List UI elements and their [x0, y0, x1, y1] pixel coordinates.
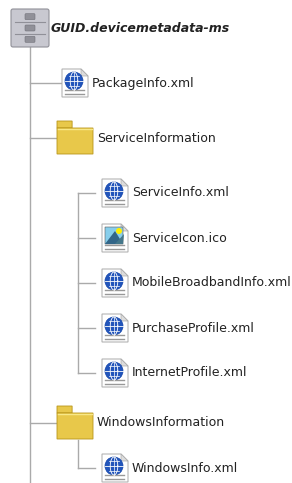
Polygon shape: [102, 314, 128, 342]
Circle shape: [105, 317, 123, 335]
Circle shape: [65, 72, 83, 90]
Text: PurchaseProfile.xml: PurchaseProfile.xml: [132, 322, 255, 335]
Polygon shape: [102, 454, 128, 482]
Text: WindowsInfo.xml: WindowsInfo.xml: [132, 461, 238, 474]
Text: MobileBroadbandInfo.xml: MobileBroadbandInfo.xml: [132, 276, 292, 289]
Text: ServiceInformation: ServiceInformation: [97, 131, 216, 144]
Circle shape: [116, 228, 122, 234]
Text: GUID.devicemetadata-ms: GUID.devicemetadata-ms: [51, 22, 230, 34]
FancyBboxPatch shape: [105, 227, 123, 244]
Text: ServiceInfo.xml: ServiceInfo.xml: [132, 186, 229, 199]
Circle shape: [105, 457, 123, 475]
FancyBboxPatch shape: [11, 9, 49, 47]
FancyBboxPatch shape: [57, 121, 72, 128]
Polygon shape: [81, 69, 88, 76]
Polygon shape: [121, 224, 128, 231]
Circle shape: [105, 182, 123, 200]
Text: WindowsInformation: WindowsInformation: [97, 416, 225, 429]
Text: PackageInfo.xml: PackageInfo.xml: [92, 76, 195, 89]
Polygon shape: [121, 269, 128, 276]
Text: InternetProfile.xml: InternetProfile.xml: [132, 367, 248, 380]
Polygon shape: [105, 231, 123, 244]
FancyBboxPatch shape: [57, 128, 93, 154]
Polygon shape: [121, 454, 128, 461]
FancyBboxPatch shape: [25, 25, 35, 31]
Circle shape: [105, 272, 123, 290]
Text: ServiceIcon.ico: ServiceIcon.ico: [132, 231, 227, 244]
Polygon shape: [121, 314, 128, 321]
Polygon shape: [102, 224, 128, 252]
FancyBboxPatch shape: [25, 14, 35, 20]
Polygon shape: [121, 359, 128, 366]
Polygon shape: [102, 359, 128, 387]
Polygon shape: [115, 234, 124, 244]
FancyBboxPatch shape: [57, 413, 93, 439]
FancyBboxPatch shape: [57, 406, 72, 413]
Polygon shape: [62, 69, 88, 97]
Polygon shape: [102, 179, 128, 207]
FancyBboxPatch shape: [25, 36, 35, 43]
Circle shape: [105, 362, 123, 380]
Polygon shape: [121, 179, 128, 186]
Polygon shape: [102, 269, 128, 297]
